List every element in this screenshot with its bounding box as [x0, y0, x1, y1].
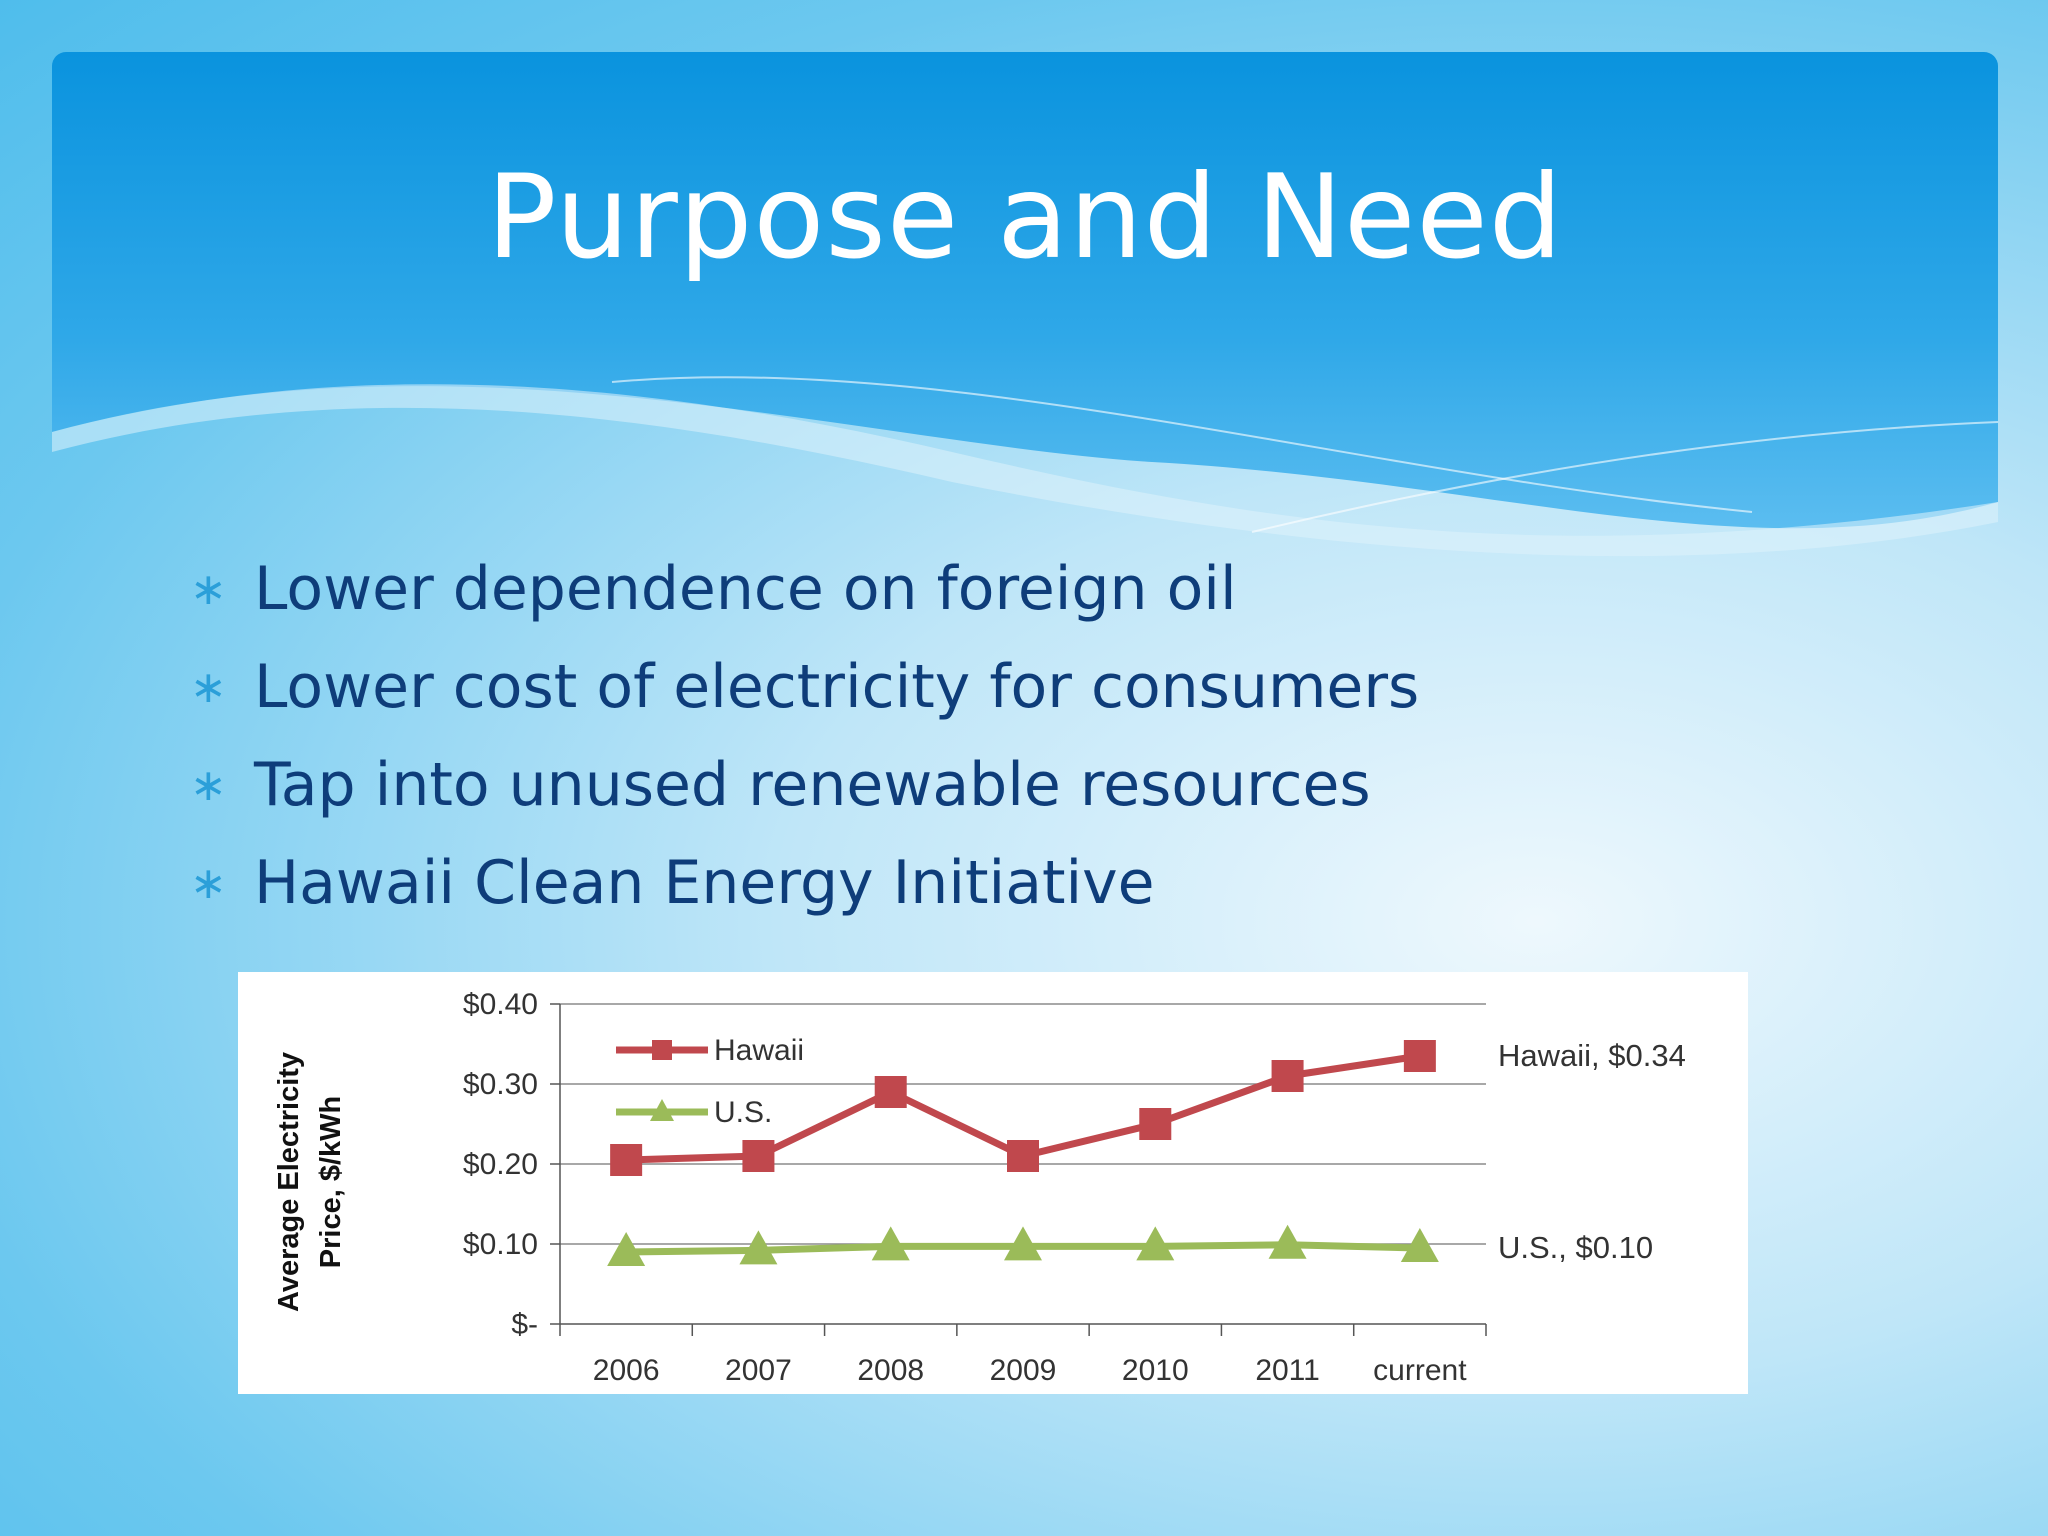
header-band [52, 52, 1998, 572]
data-point-square [1139, 1108, 1172, 1140]
bullet-text: Hawaii Clean Energy Initiative [254, 848, 1155, 918]
bullet-item: ∗ Lower cost of electricity for consumer… [190, 638, 1419, 736]
data-point-triangle [1268, 1224, 1307, 1259]
y-axis-label-line1: Average Electricity [273, 1052, 305, 1312]
y-tick-label: $0.40 [463, 988, 538, 1021]
y-tick-label: $0.20 [463, 1148, 538, 1181]
price-line-chart: $0.40$0.30$0.20$0.10$- 2006 2007 2008 2009 2… [273, 988, 1686, 1387]
x-tick-label: 2007 [725, 1354, 792, 1387]
data-point-square [1007, 1140, 1039, 1172]
series-end-labels: Hawaii, $0.34 U.S., $0.10 [1498, 1038, 1686, 1265]
bullet-asterisk-icon: ∗ [190, 563, 227, 615]
data-point-triangle [1136, 1226, 1175, 1261]
series-end-label: U.S., $0.10 [1498, 1230, 1653, 1265]
bullet-text: Lower dependence on foreign oil [254, 554, 1237, 624]
bullet-item: ∗ Lower dependence on foreign oil [190, 540, 1419, 638]
chart-series [607, 1040, 1439, 1266]
chart-axes [550, 1003, 1487, 1336]
y-tick-label: $0.30 [463, 1068, 538, 1101]
bullet-asterisk-icon: ∗ [190, 759, 227, 811]
x-tick-label: 2008 [857, 1354, 924, 1387]
legend-marker-triangle [650, 1099, 674, 1121]
data-point-triangle [739, 1230, 778, 1265]
bullet-asterisk-icon: ∗ [190, 857, 227, 909]
y-tick-label: $0.10 [463, 1228, 538, 1261]
x-tick-label: 2009 [990, 1354, 1057, 1387]
chart-image: $0.40 $0.30 $0.20 $0.10 $- 2006 2007 2008 2009 2… [238, 972, 1748, 1394]
data-point-square [1271, 1060, 1304, 1092]
slide-title: Purpose and Need [486, 150, 1564, 285]
x-tick-labels: 2006 2007 2008 2009 2010 2011 current [593, 1354, 1467, 1387]
series-end-label: Hawaii, $0.34 [1498, 1038, 1686, 1073]
data-point-triangle [871, 1226, 910, 1261]
x-tick-label: 2006 [593, 1354, 660, 1387]
bullet-asterisk-icon: ∗ [190, 661, 227, 713]
data-point-triangle [1004, 1226, 1042, 1261]
bullet-item: ∗ Tap into unused renewable resources [190, 736, 1419, 834]
data-point-square [874, 1076, 907, 1108]
data-point-square [742, 1140, 775, 1172]
bullet-list: ∗ Lower dependence on foreign oil ∗ Lowe… [190, 540, 1419, 932]
x-tick-label: 2011 [1255, 1354, 1320, 1387]
legend-label: Hawaii [714, 1034, 804, 1067]
data-point-triangle [607, 1232, 646, 1266]
data-point-triangle [1400, 1228, 1439, 1262]
legend-label: U.S. [714, 1096, 772, 1129]
x-tick-label: current [1373, 1354, 1467, 1387]
bullet-text: Tap into unused renewable resources [254, 750, 1371, 820]
x-tick-label: 2010 [1122, 1354, 1189, 1387]
legend-marker-square [652, 1040, 672, 1060]
chart-legend: Hawaii U.S. [616, 1034, 804, 1129]
data-point-square [610, 1144, 643, 1176]
y-axis-label-line2: Price, $/kWh [315, 1096, 347, 1268]
y-tick-labels: $0.40 $0.30 $0.20 $0.10 $- [463, 988, 538, 1341]
y-tick-label: $- [511, 1308, 538, 1341]
bullet-item: ∗ Hawaii Clean Energy Initiative [190, 834, 1419, 932]
header-wave-graphic [52, 52, 1998, 557]
data-point-square [1403, 1040, 1436, 1072]
chart-grid [560, 1003, 1486, 1245]
y-axis-label: Average Electricity Price, $/kWh [273, 1052, 347, 1312]
bullet-text: Lower cost of electricity for consumers [254, 652, 1420, 722]
